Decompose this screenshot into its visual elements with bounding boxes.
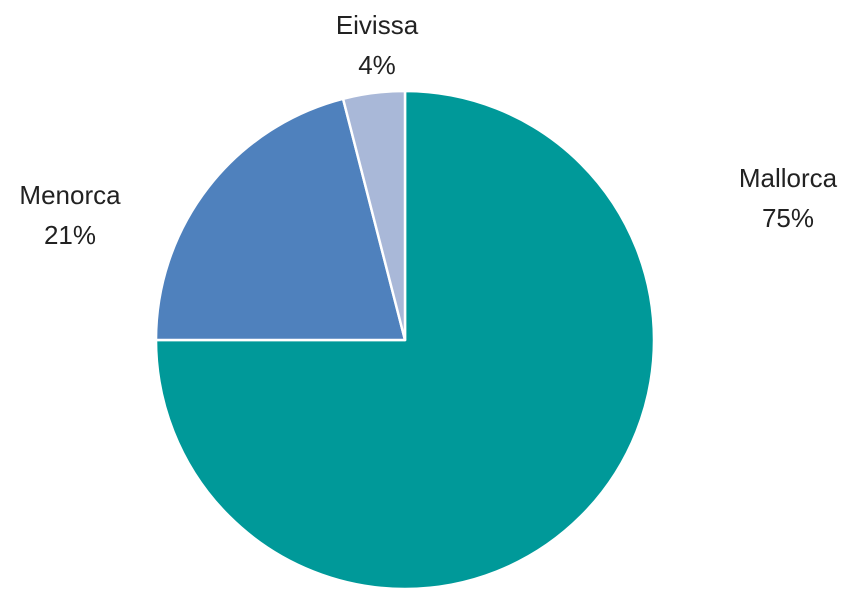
pie-slices: [154, 89, 656, 590]
label-value-menorca: 21%: [44, 220, 96, 250]
slice-eivissa: [341, 89, 407, 342]
label-name-mallorca: Mallorca: [739, 163, 838, 193]
label-name-menorca: Menorca: [19, 180, 121, 210]
slice-menorca: [154, 97, 407, 342]
label-name-eivissa: Eivissa: [336, 10, 419, 40]
label-value-eivissa: 4%: [358, 50, 396, 80]
label-value-mallorca: 75%: [762, 203, 814, 233]
